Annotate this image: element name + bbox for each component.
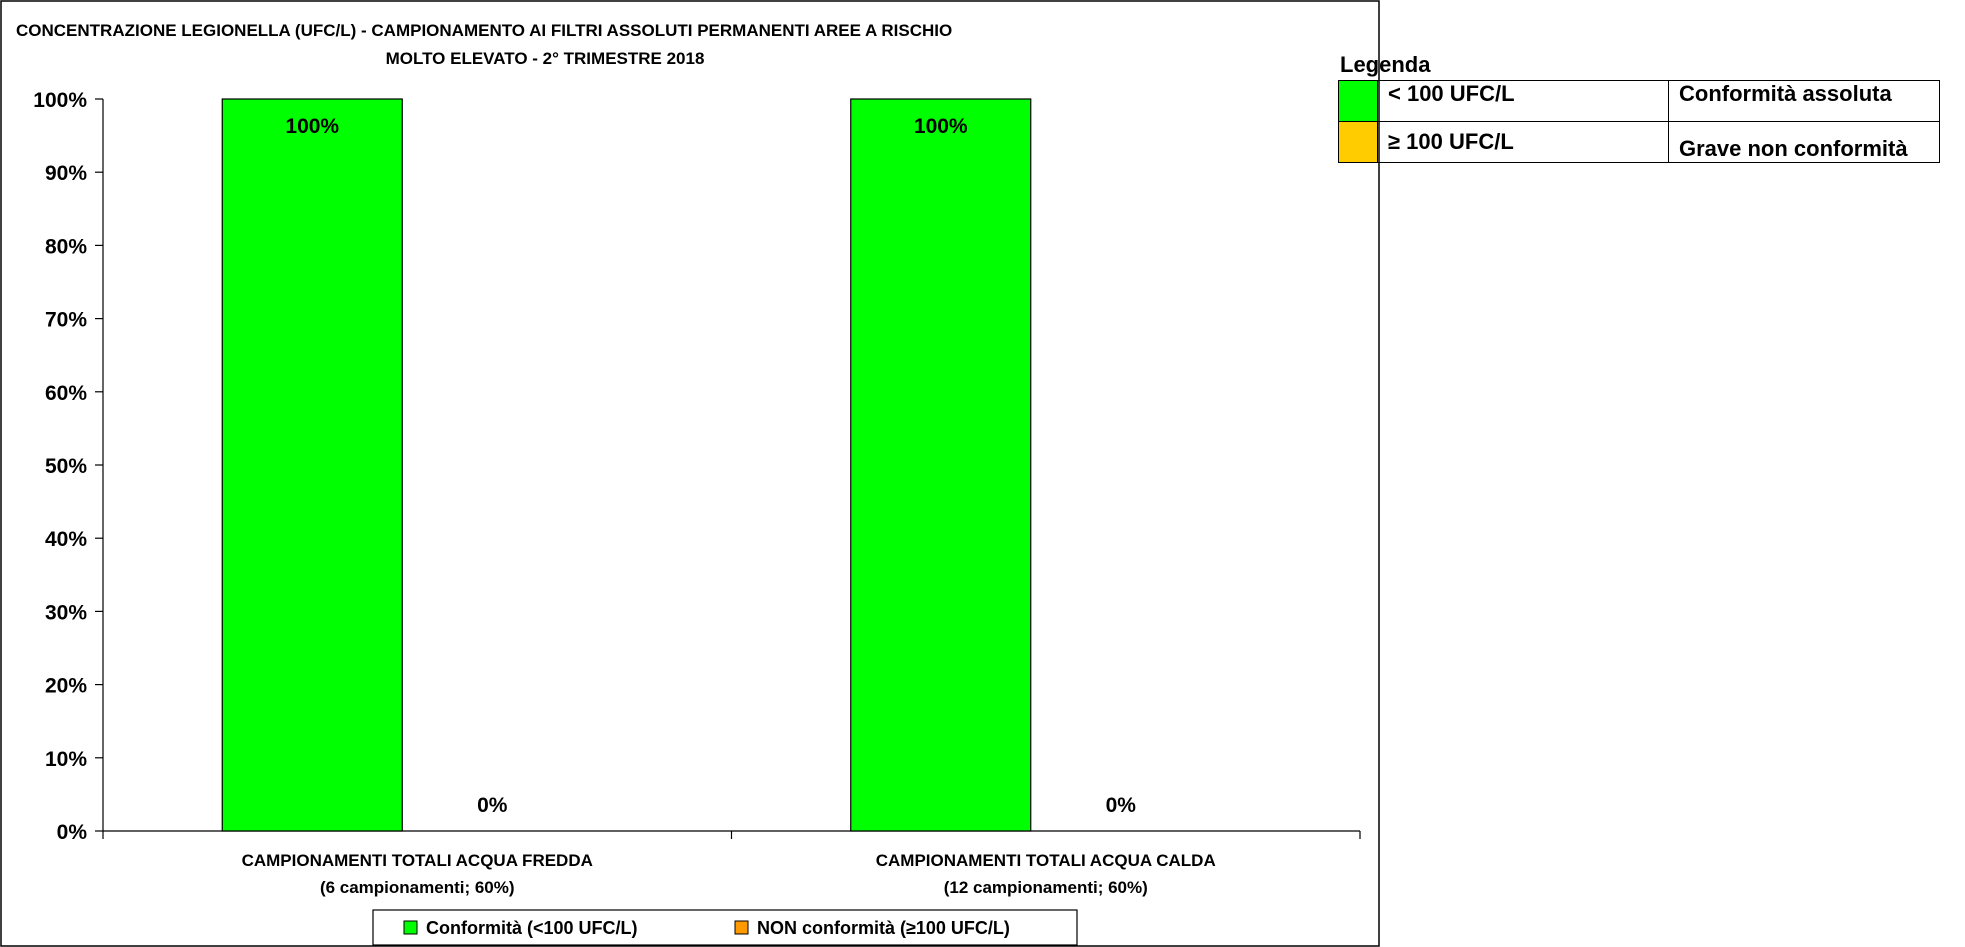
bar — [221, 98, 403, 832]
legend-swatch — [734, 920, 749, 935]
chart-legend-box — [372, 909, 1078, 946]
y-tick-label: 0% — [57, 821, 88, 844]
legend-label: NON conformità (≥100 UFC/L) — [757, 918, 1010, 938]
y-tick-label: 60% — [45, 382, 87, 405]
legenda-row: < 100 UFC/L Conformità assoluta — [1338, 80, 1940, 122]
y-tick-label: 100% — [33, 89, 87, 112]
y-tick-label: 20% — [45, 675, 87, 698]
legenda-range: ≥ 100 UFC/L — [1377, 121, 1669, 163]
bar-data-label: 100% — [914, 115, 968, 138]
legenda-title: Legenda — [1340, 52, 1431, 77]
x-category-sublabel: (12 campionamenti; 60%) — [944, 878, 1148, 897]
legend-label: Conformità (<100 UFC/L) — [426, 918, 638, 938]
x-category-sublabel: (6 campionamenti; 60%) — [320, 878, 515, 897]
chart-frame — [0, 0, 1380, 947]
legenda-swatch-yellow — [1338, 121, 1378, 163]
chart-subtitle: MOLTO ELEVATO - 2° TRIMESTRE 2018 — [386, 49, 705, 68]
legenda-row: ≥ 100 UFC/L Grave non conformità — [1338, 121, 1940, 163]
legenda-table: < 100 UFC/L Conformità assoluta ≥ 100 UF… — [1338, 80, 1940, 163]
y-tick-label: 50% — [45, 455, 87, 478]
y-tick-label: 40% — [45, 528, 87, 551]
chart-title: CONCENTRAZIONE LEGIONELLA (UFC/L) - CAMP… — [16, 21, 952, 40]
y-tick-label: 30% — [45, 601, 87, 624]
bar-data-label: 0% — [1106, 794, 1137, 817]
bar-data-label: 100% — [285, 115, 339, 138]
y-tick-label: 90% — [45, 162, 87, 185]
legenda-range: < 100 UFC/L — [1377, 80, 1669, 122]
bar-data-label: 0% — [477, 794, 508, 817]
legend-swatch — [403, 920, 418, 935]
x-category-label: CAMPIONAMENTI TOTALI ACQUA FREDDA — [242, 851, 593, 870]
legenda-description: Conformità assoluta — [1668, 80, 1940, 122]
legenda-panel: Legenda < 100 UFC/L Conformità assoluta … — [1338, 50, 1940, 163]
y-tick-label: 80% — [45, 235, 87, 258]
legenda-description: Grave non conformità — [1668, 121, 1940, 163]
x-category-label: CAMPIONAMENTI TOTALI ACQUA CALDA — [876, 851, 1216, 870]
y-tick-label: 70% — [45, 309, 87, 332]
bar — [850, 98, 1032, 832]
y-tick-label: 10% — [45, 748, 87, 771]
legenda-swatch-green — [1338, 80, 1378, 122]
